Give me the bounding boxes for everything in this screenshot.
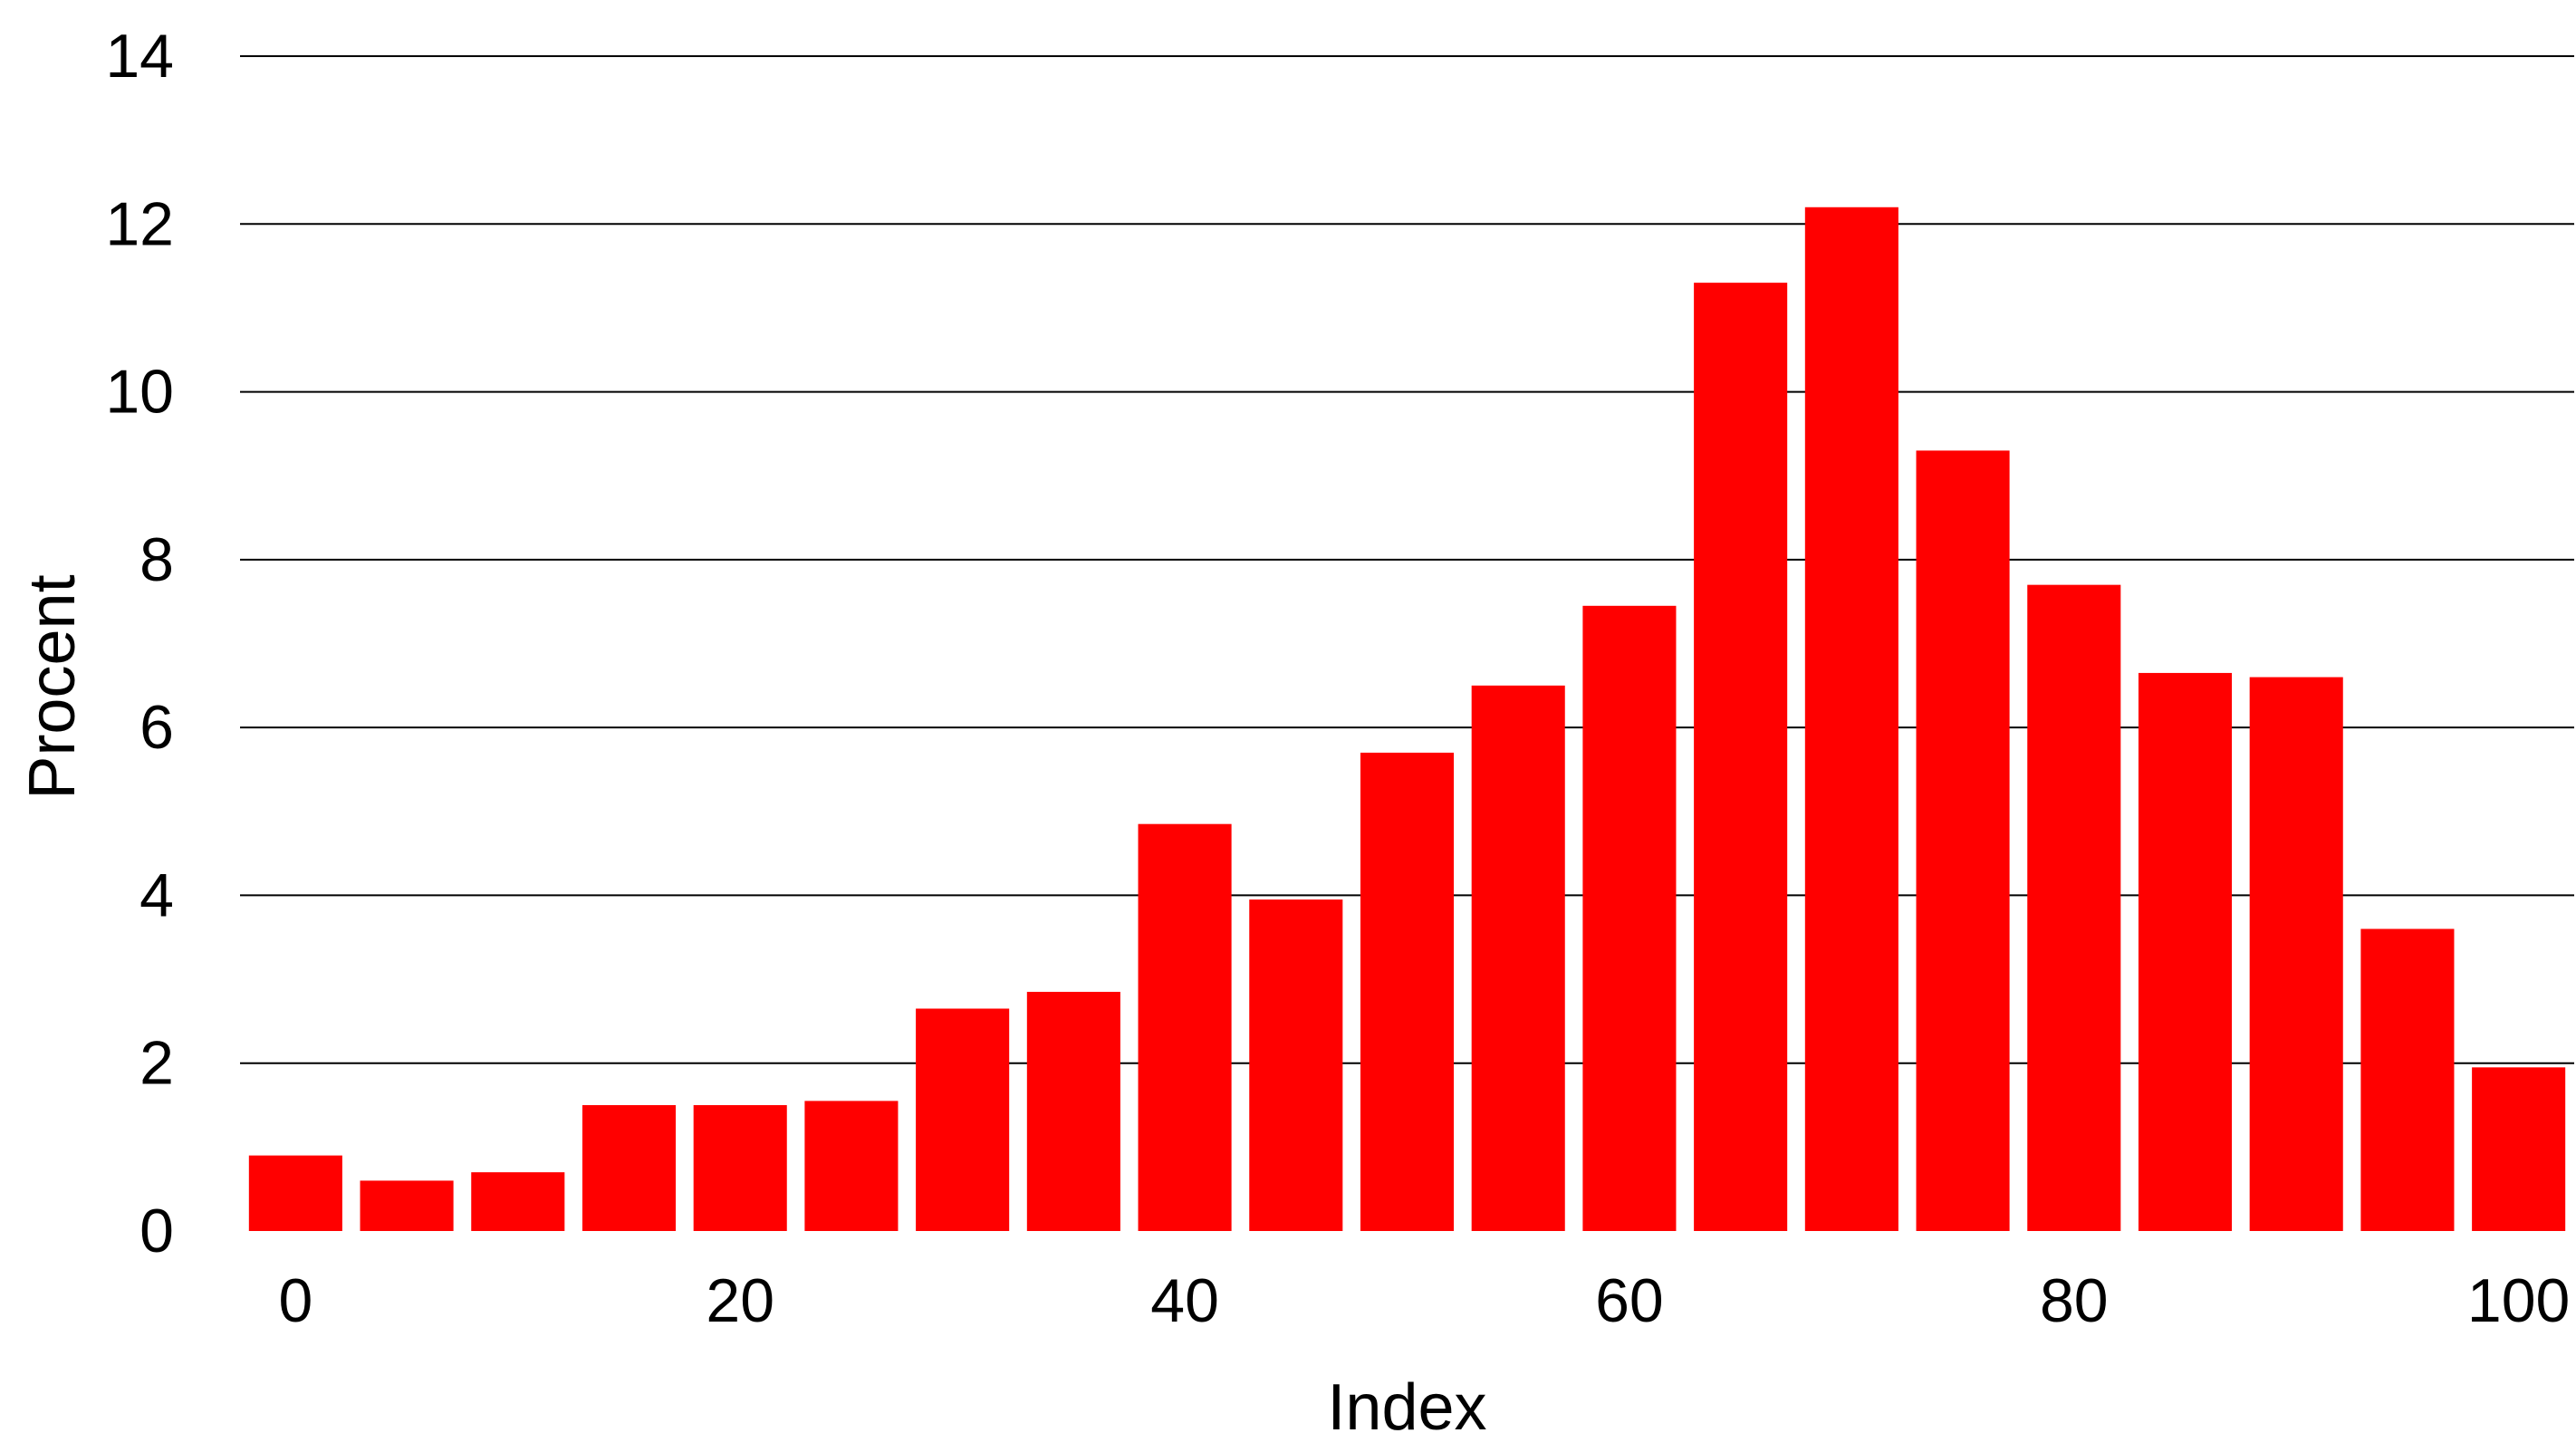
bar-60: [1582, 605, 1677, 1231]
bar-15: [582, 1105, 677, 1231]
bar-10: [471, 1172, 565, 1231]
x-axis-title: Index: [1327, 1371, 1486, 1433]
bar-70: [1804, 207, 1898, 1232]
y-tick-label-4: 4: [139, 861, 174, 929]
bar-80: [2027, 584, 2121, 1231]
x-tick-label-40: 40: [1150, 1266, 1219, 1335]
y-tick-label-2: 2: [139, 1029, 174, 1098]
bar-75: [1916, 450, 2010, 1232]
bar-45: [1249, 899, 1343, 1231]
bar-90: [2249, 677, 2343, 1231]
bar-40: [1138, 823, 1232, 1231]
x-tick-labels: 0 20 40 60 80 100: [278, 1266, 2570, 1335]
y-tick-label-14: 14: [105, 22, 174, 91]
x-tick-label-80: 80: [2040, 1266, 2109, 1335]
bar-25: [804, 1101, 899, 1231]
y-tick-label-0: 0: [139, 1197, 174, 1265]
bar-0: [248, 1155, 342, 1231]
bar-30: [916, 1008, 1010, 1231]
y-tick-label-8: 8: [139, 525, 174, 594]
y-tick-labels: 0 2 4 6 8 10 12 14: [105, 22, 174, 1265]
bar-55: [1471, 685, 1565, 1231]
bar-20: [693, 1105, 787, 1231]
x-tick-label-60: 60: [1595, 1266, 1664, 1335]
y-tick-label-6: 6: [139, 693, 174, 762]
y-tick-label-10: 10: [105, 358, 174, 427]
bar-85: [2138, 672, 2233, 1231]
x-tick-label-100: 100: [2467, 1266, 2570, 1335]
bar-100: [2472, 1067, 2566, 1231]
grid-lines: [240, 55, 2574, 1064]
y-axis-title: Procent: [16, 574, 89, 799]
x-tick-label-0: 0: [278, 1266, 312, 1335]
y-tick-label-12: 12: [105, 189, 174, 258]
x-tick-label-20: 20: [706, 1266, 774, 1335]
bar-65: [1694, 283, 1788, 1231]
bar-5: [360, 1180, 454, 1231]
bar-50: [1360, 752, 1455, 1231]
bar-95: [2360, 928, 2455, 1231]
bars: [248, 207, 2566, 1232]
bar-35: [1026, 991, 1120, 1231]
